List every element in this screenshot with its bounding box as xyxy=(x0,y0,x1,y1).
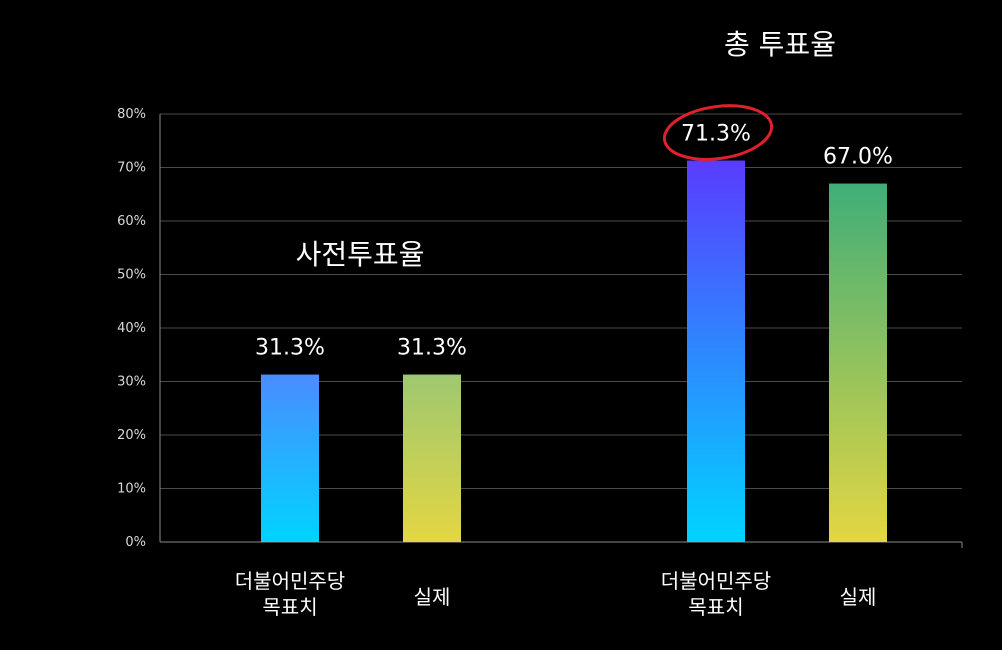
bar-layer xyxy=(261,160,887,543)
highlight-circle xyxy=(662,104,774,161)
category-label: 실제 xyxy=(414,585,451,609)
bar xyxy=(261,374,319,542)
y-tick-label: 70% xyxy=(117,161,146,176)
y-tick-label: 20% xyxy=(117,428,146,443)
data-label: 31.3% xyxy=(397,336,467,361)
data-label: 71.3% xyxy=(681,122,751,147)
y-tick-label: 10% xyxy=(117,482,146,497)
bar xyxy=(403,374,461,542)
data-label: 31.3% xyxy=(255,336,325,361)
axis-layer: 0% 10% 20% 30% 40% 50% 60% 70% 80% xyxy=(117,107,963,550)
bar xyxy=(687,160,745,543)
group-title: 사전투표율 xyxy=(296,238,425,271)
y-tick-label: 0% xyxy=(125,535,146,550)
data-label: 67.0% xyxy=(823,145,893,170)
category-label: 목표치 xyxy=(262,595,317,619)
category-label: 더불어민주당 xyxy=(661,569,771,593)
y-tick-label: 30% xyxy=(117,375,146,390)
y-tick-label: 40% xyxy=(117,321,146,336)
group-title: 총 투표율 xyxy=(724,28,836,61)
y-tick-label: 50% xyxy=(117,268,146,283)
bar xyxy=(829,183,887,543)
y-tick-label: 80% xyxy=(117,107,146,122)
category-label: 실제 xyxy=(840,585,877,609)
y-tick-label: 60% xyxy=(117,214,146,229)
category-label: 목표치 xyxy=(688,595,743,619)
category-label: 더불어민주당 xyxy=(235,569,345,593)
